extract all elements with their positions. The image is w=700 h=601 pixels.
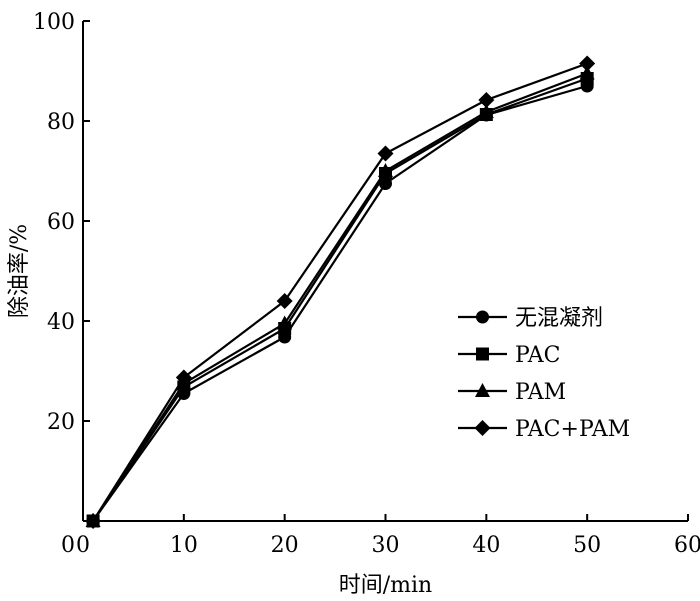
legend-entry: PAC+PAM: [458, 417, 630, 442]
x-tick-label: 50: [573, 533, 601, 558]
series-diamond: [85, 55, 596, 529]
x-tick-label: 30: [372, 533, 400, 558]
data-point: [579, 55, 596, 72]
legend: 无混凝剂 PAC PAM PAC+PAM: [458, 306, 630, 442]
legend-marker: [474, 420, 491, 436]
y-tick-label: 60: [47, 210, 75, 235]
data-point: [377, 145, 394, 162]
legend-entry: 无混凝剂: [458, 306, 603, 331]
legend-entry: PAM: [458, 380, 566, 405]
data-point: [277, 315, 293, 330]
data-point: [175, 369, 192, 386]
data-point: [378, 163, 393, 177]
y-zero-label: 0: [61, 533, 75, 558]
series-line: [92, 77, 588, 522]
x-tick-label: 10: [170, 533, 198, 558]
x-tick-label: 40: [472, 533, 500, 558]
legend-label: PAC+PAM: [515, 417, 630, 442]
plot-area: [85, 55, 596, 529]
y-tick-label: 20: [47, 410, 75, 435]
y-tick-label: 80: [47, 110, 75, 135]
data-point: [276, 293, 293, 309]
legend-label: PAC: [515, 343, 561, 368]
series-triangle: [85, 65, 595, 527]
y-tick-label: 40: [47, 310, 75, 335]
series-circle: [86, 79, 594, 528]
series-line: [92, 72, 588, 522]
legend-marker: [475, 383, 490, 397]
legend-label: PAM: [515, 380, 566, 405]
legend-label: 无混凝剂: [515, 306, 603, 331]
axes: 0 10 20 30 40 50 60 20 40 60 80 100 0 时间/min 除油率/%: [7, 10, 700, 598]
y-axis-title: 除油率/%: [7, 224, 32, 318]
data-point: [579, 65, 595, 80]
legend-marker: [476, 347, 489, 361]
x-tick-label: 0: [76, 533, 90, 558]
x-tick-label: 60: [674, 533, 700, 558]
legend-entry: PAC: [458, 343, 561, 368]
x-tick-label: 20: [271, 533, 299, 558]
series-line: [92, 84, 588, 522]
data-point: [478, 104, 494, 118]
data-point: [478, 92, 495, 108]
x-axis-title: 时间/min: [339, 573, 432, 598]
y-tick-label: 100: [33, 10, 75, 35]
series-square: [86, 72, 594, 528]
legend-marker: [476, 310, 489, 324]
data-point: [85, 513, 102, 529]
series-line: [92, 62, 588, 522]
